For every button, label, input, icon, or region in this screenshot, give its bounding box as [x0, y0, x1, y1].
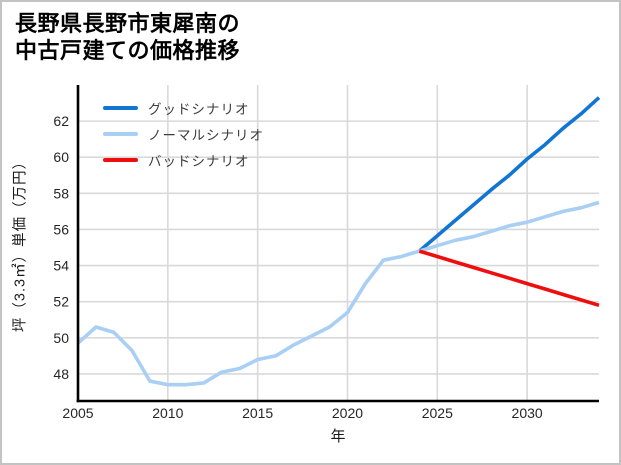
- legend-item-bad-scenario: バッドシナリオ: [103, 147, 264, 173]
- chart-title-line2: 中古戸建ての価格推移: [15, 38, 241, 63]
- y-tick-label-52: 52: [53, 294, 69, 310]
- normal-scenario-line-swatch: [103, 132, 138, 136]
- y-tick-label-54: 54: [53, 258, 69, 274]
- x-tick-label-2005: 2005: [62, 405, 93, 421]
- y-tick-label-48: 48: [53, 366, 69, 382]
- legend-label-bad-scenario: バッドシナリオ: [148, 154, 250, 169]
- y-tick-label-60: 60: [53, 149, 69, 165]
- x-tick-label-2010: 2010: [152, 405, 183, 421]
- good-scenario-line-swatch: [103, 106, 138, 110]
- x-tick-label-2030: 2030: [512, 405, 543, 421]
- legend-item-good-scenario: グッドシナリオ: [103, 95, 264, 121]
- legend: グッドシナリオ ノーマルシナリオ バッドシナリオ: [103, 95, 264, 173]
- x-tick-label-2025: 2025: [422, 405, 453, 421]
- legend-item-normal-scenario: ノーマルシナリオ: [103, 121, 264, 147]
- y-tick-label-56: 56: [53, 221, 69, 237]
- y-tick-label-62: 62: [53, 113, 69, 129]
- y-tick-label-58: 58: [53, 185, 69, 201]
- good-scenario-line: [418, 96, 601, 253]
- chart-title-line1: 長野県長野市東犀南の: [15, 11, 241, 36]
- legend-label-normal-scenario: ノーマルシナリオ: [148, 128, 264, 143]
- y-tick-label-50: 50: [53, 330, 69, 346]
- legend-label-good-scenario: グッドシナリオ: [148, 102, 250, 117]
- normal-scenario-line: [76, 200, 600, 387]
- x-axis-label: 年: [330, 428, 346, 445]
- x-tick-label-2015: 2015: [242, 405, 273, 421]
- chart-title: 長野県長野市東犀南の 中古戸建ての価格推移: [15, 10, 240, 64]
- bad-scenario-line: [418, 249, 600, 308]
- y-axis-label: 坪（3.3㎡）単価（万円）: [12, 153, 29, 333]
- bad-scenario-line-swatch: [103, 158, 138, 162]
- x-tick-label-2020: 2020: [332, 405, 363, 421]
